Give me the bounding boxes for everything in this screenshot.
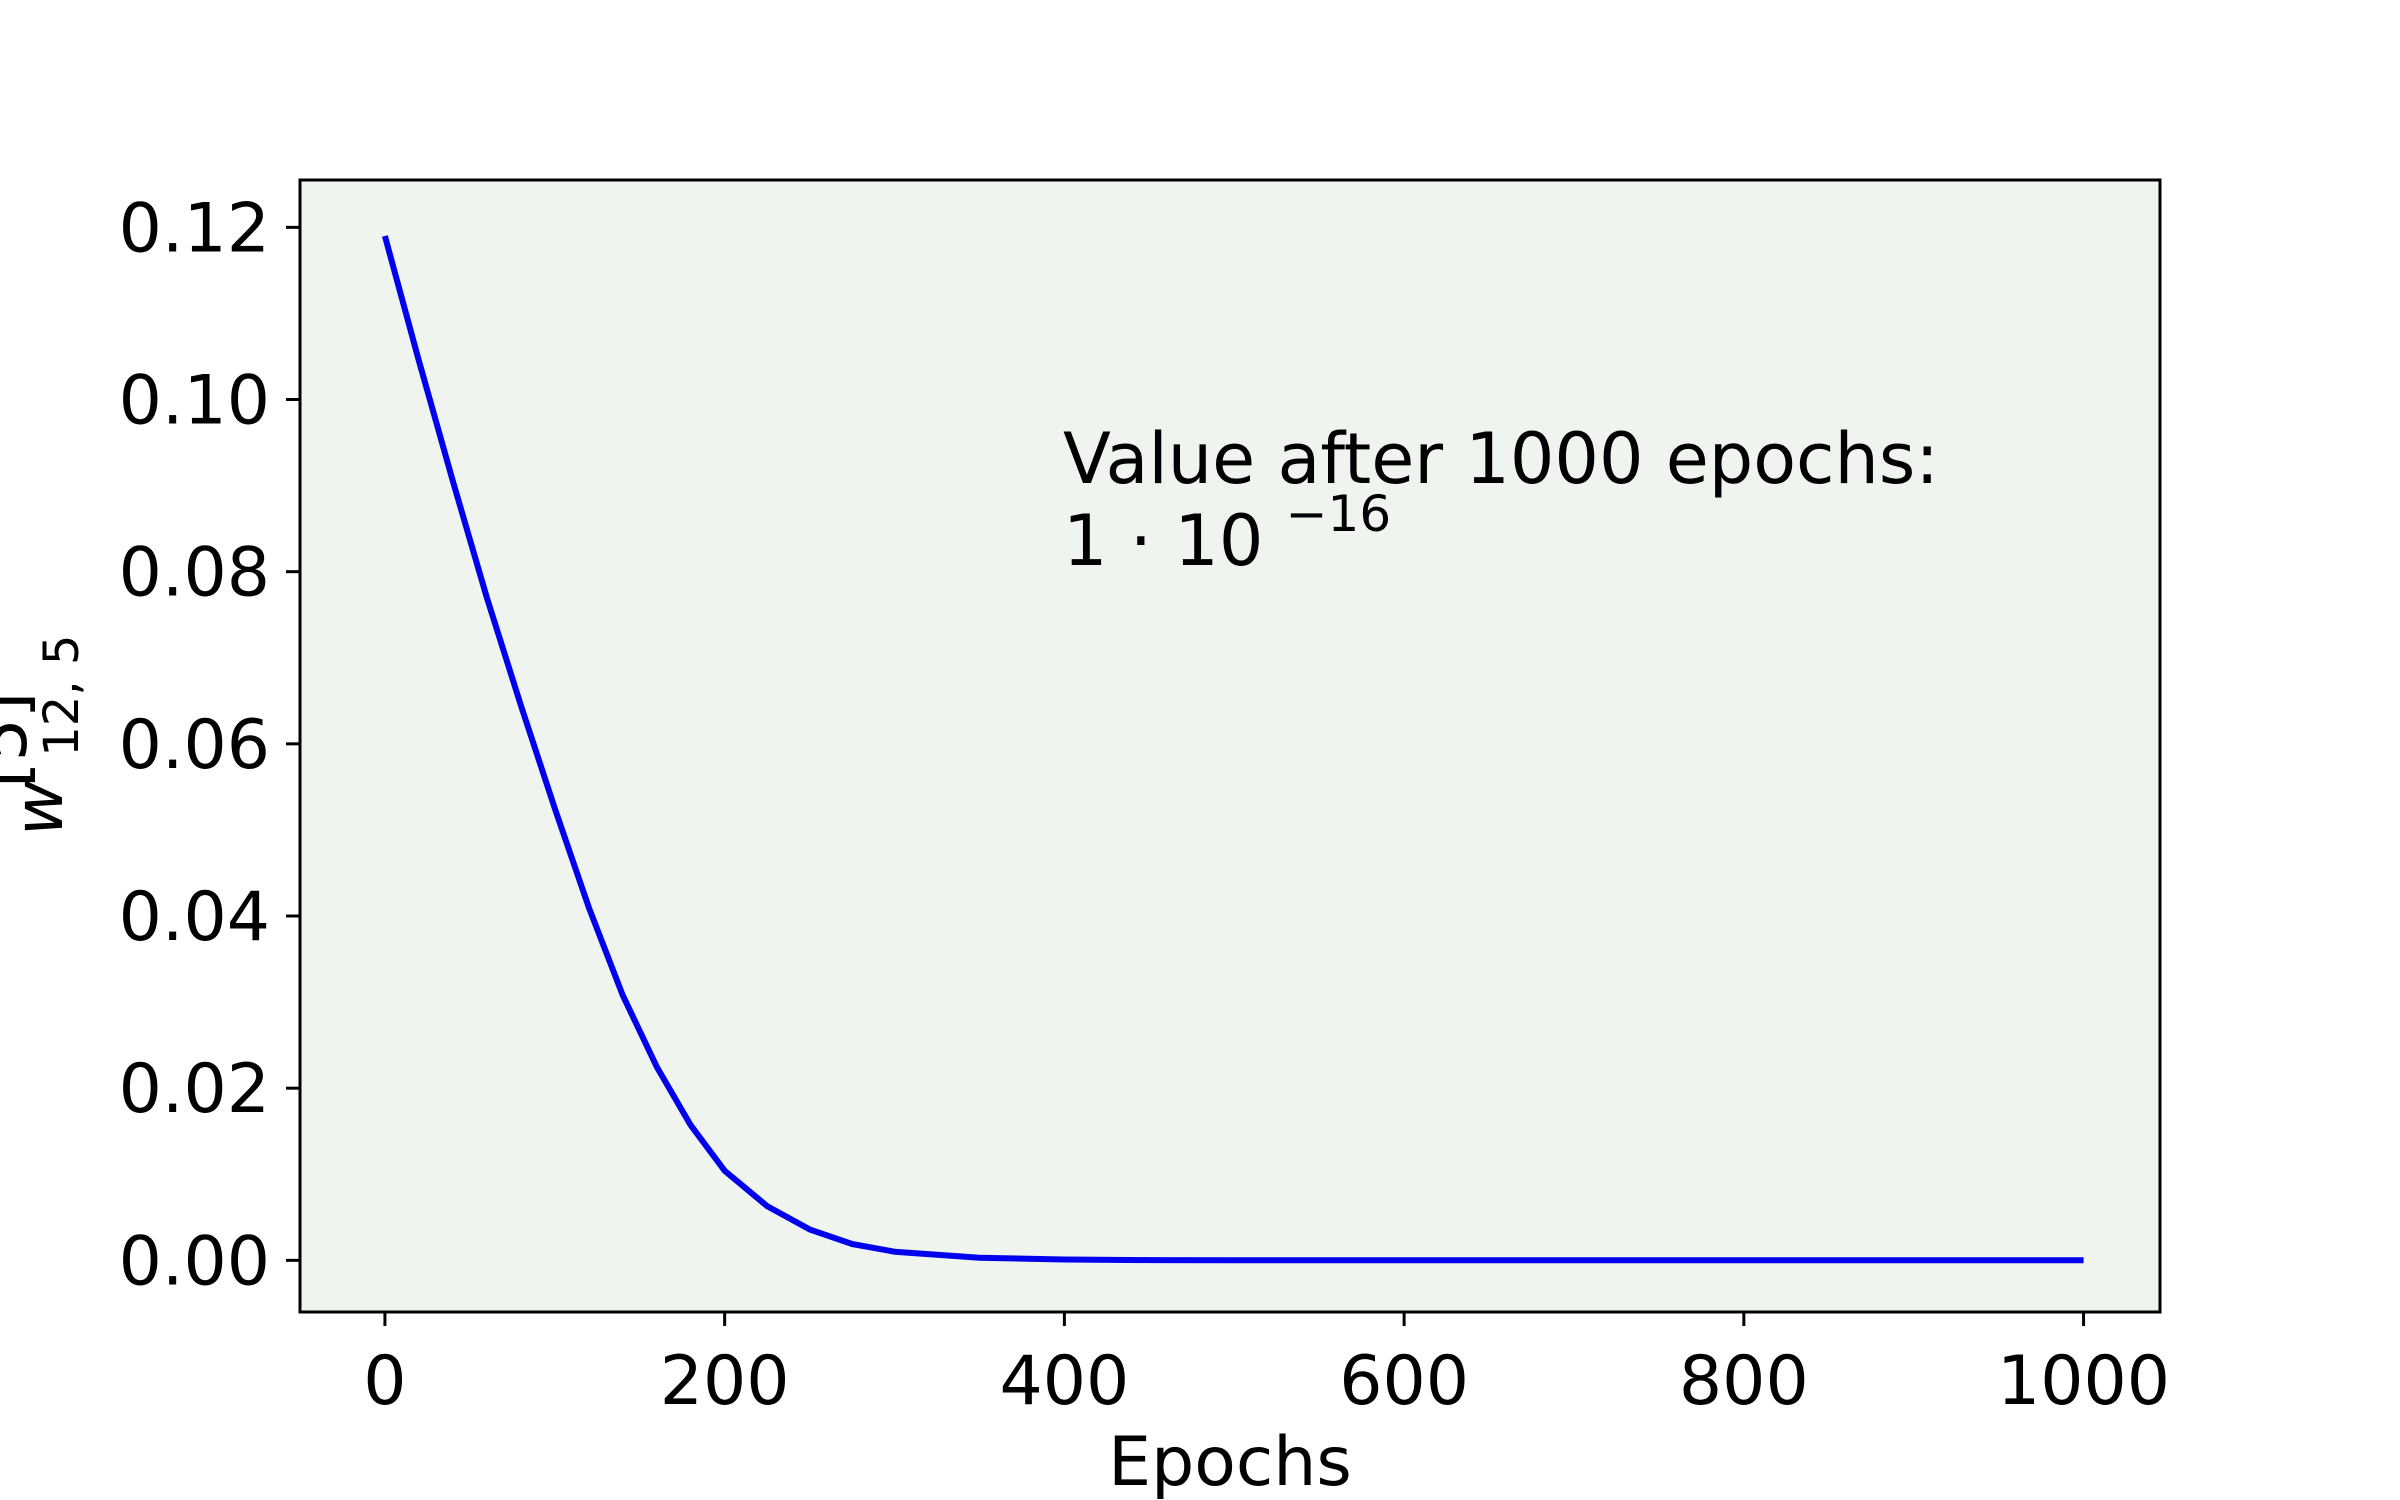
x-axis-ticks: 0 200 400 600 800 1000: [363, 1312, 2170, 1421]
annotation-line2: 1 · 10 −16: [1063, 485, 1391, 582]
y-tick-label: 0.08: [119, 534, 270, 613]
y-axis-label-base: w: [0, 780, 79, 836]
y-axis-label-subscript: 12, 5: [34, 635, 90, 757]
y-tick-label: 0.12: [119, 189, 270, 268]
plot-area-frame: [298, 178, 2162, 1314]
x-tick-label: 1000: [1997, 1342, 2170, 1421]
svg-text:w 12, 5: w 12, 5: [0, 635, 90, 836]
x-axis-label: Epochs: [1108, 1423, 1352, 1500]
y-axis-label: w 12, 5 [5]: [0, 635, 90, 836]
y-tick-label: 0.10: [119, 362, 270, 441]
y-tick-label: 0.02: [119, 1050, 270, 1129]
y-tick-label: 0.06: [119, 706, 270, 785]
plot-area-background: [300, 180, 2160, 1312]
x-tick-label: 0: [363, 1342, 406, 1421]
series-line-0: [382, 235, 2084, 1264]
annotation-line1: Value after 1000 epochs:: [1063, 418, 1939, 500]
y-axis-label-superscript: [5]: [0, 692, 43, 788]
y-axis-ticks: 0.00 0.02 0.04 0.06 0.08 0.10 0.12: [119, 189, 300, 1301]
annotation: Value after 1000 epochs: 1 · 10 −16: [1063, 418, 1939, 582]
y-tick-label: 0.04: [119, 878, 270, 957]
annotation-line2-base: 1 · 10: [1063, 500, 1263, 582]
annotation-line2-exponent: −16: [1286, 485, 1392, 543]
y-tick-label: 0.00: [119, 1222, 270, 1301]
series-layer: [382, 235, 2084, 1264]
x-tick-label: 400: [999, 1342, 1129, 1421]
x-tick-label: 200: [660, 1342, 790, 1421]
x-tick-label: 600: [1339, 1342, 1469, 1421]
x-tick-label: 800: [1679, 1342, 1809, 1421]
